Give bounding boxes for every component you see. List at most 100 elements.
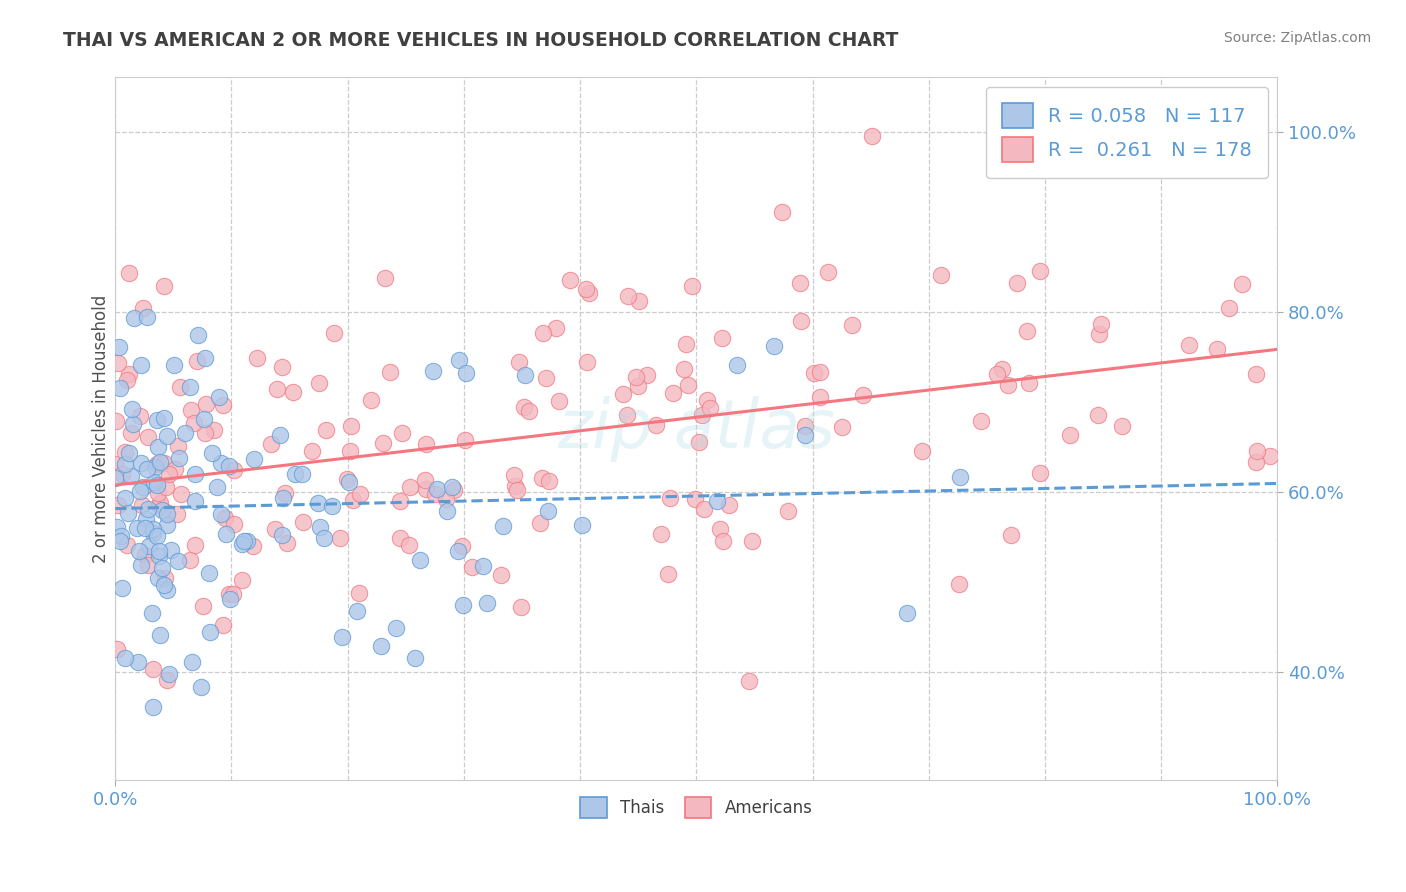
Point (146, 486, 169, 500)
Point (152, 278, 174, 293)
Point (360, 392, 382, 407)
Point (1000, 528, 1022, 542)
Point (472, 559, 495, 574)
Point (138, 539, 160, 553)
Text: Source: ZipAtlas.com: Source: ZipAtlas.com (1223, 31, 1371, 45)
Point (1246, 443, 1268, 458)
Point (626, 370, 648, 384)
Point (683, 491, 706, 506)
Point (218, 587, 240, 601)
Point (314, 531, 336, 545)
Point (339, 444, 361, 458)
Point (146, 441, 169, 455)
Point (738, 674, 761, 689)
Point (198, 566, 221, 580)
Point (264, 522, 287, 536)
Point (159, 543, 181, 558)
Point (215, 527, 238, 541)
Point (741, 533, 763, 548)
Point (145, 460, 167, 475)
Point (645, 417, 668, 432)
Point (284, 467, 307, 481)
Point (509, 599, 531, 614)
Point (346, 604, 368, 618)
Point (301, 444, 323, 458)
Point (817, 265, 839, 279)
Point (156, 673, 179, 687)
Point (219, 591, 242, 606)
Point (232, 534, 254, 549)
Point (136, 430, 159, 444)
Point (169, 486, 191, 500)
Point (169, 379, 191, 393)
Point (131, 481, 153, 495)
Point (1244, 455, 1267, 469)
Point (143, 475, 166, 490)
Point (911, 444, 934, 458)
Point (461, 560, 484, 574)
Point (128, 543, 150, 558)
Point (136, 310, 159, 324)
Point (517, 404, 540, 418)
Point (323, 326, 346, 341)
Point (627, 379, 650, 393)
Point (194, 425, 217, 440)
Y-axis label: 2 or more Vehicles in Household: 2 or more Vehicles in Household (93, 294, 110, 563)
Point (222, 587, 245, 601)
Point (148, 571, 170, 585)
Point (340, 419, 363, 434)
Point (1090, 317, 1112, 331)
Point (1059, 427, 1081, 442)
Point (673, 362, 696, 376)
Point (790, 314, 813, 328)
Point (201, 446, 224, 460)
Point (447, 544, 470, 558)
Point (1205, 342, 1227, 356)
Point (198, 625, 221, 640)
Point (118, 266, 141, 280)
Point (146, 413, 169, 427)
Point (148, 544, 170, 558)
Point (803, 366, 825, 380)
Point (404, 651, 426, 665)
Point (146, 478, 169, 492)
Point (114, 458, 136, 472)
Point (107, 498, 129, 512)
Point (209, 507, 232, 521)
Point (515, 368, 537, 382)
Point (184, 493, 207, 508)
Point (578, 286, 600, 301)
Point (194, 396, 217, 410)
Point (104, 471, 127, 485)
Point (321, 499, 343, 513)
Point (662, 386, 685, 401)
Point (150, 503, 173, 517)
Point (399, 479, 422, 493)
Point (242, 539, 264, 553)
Point (374, 270, 396, 285)
Point (451, 599, 474, 613)
Point (141, 607, 163, 621)
Point (136, 462, 159, 476)
Point (1017, 324, 1039, 338)
Point (389, 494, 412, 508)
Point (422, 364, 444, 378)
Point (503, 468, 526, 483)
Point (127, 655, 149, 669)
Point (378, 365, 401, 379)
Point (183, 417, 205, 431)
Point (131, 558, 153, 572)
Point (163, 358, 186, 372)
Point (129, 457, 152, 471)
Point (441, 479, 464, 493)
Point (231, 537, 253, 551)
Point (194, 351, 217, 365)
Point (134, 549, 156, 563)
Point (678, 378, 700, 392)
Point (270, 360, 292, 375)
Point (276, 536, 298, 550)
Point (841, 318, 863, 333)
Point (896, 607, 918, 621)
Point (1218, 301, 1240, 315)
Point (179, 553, 201, 567)
